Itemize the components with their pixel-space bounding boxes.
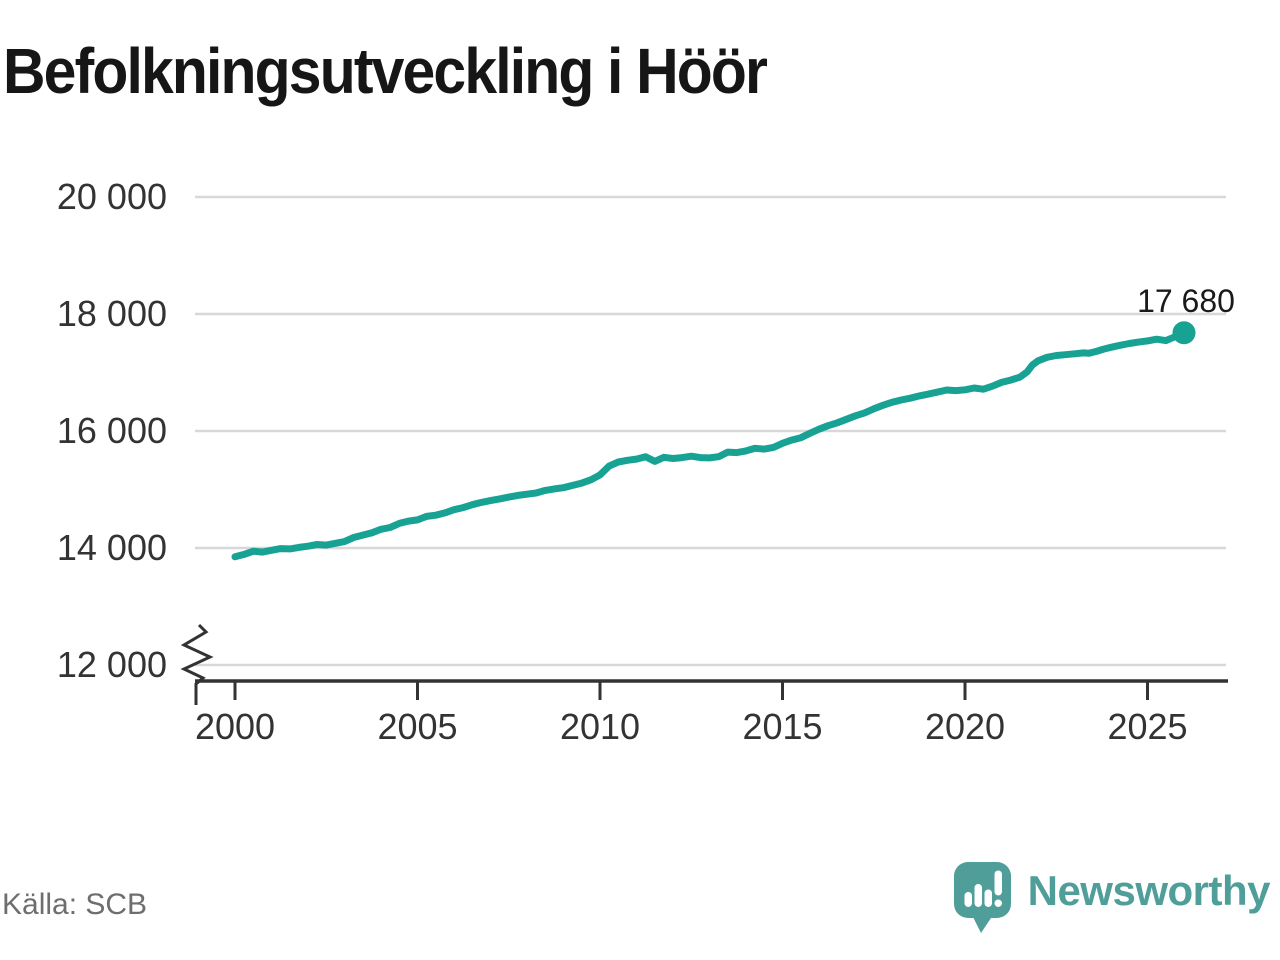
x-axis-tick-label: 2025: [1107, 706, 1187, 747]
x-axis-tick-label: 2000: [195, 706, 275, 747]
series-end-dot: [1172, 321, 1196, 345]
x-axis-tick-label: 2005: [377, 706, 457, 747]
end-value-label: 17 680: [1137, 283, 1235, 319]
y-axis-tick-label: 16 000: [57, 410, 167, 451]
y-axis-tick-label: 20 000: [57, 176, 167, 217]
y-axis-tick-label: 14 000: [57, 527, 167, 568]
x-axis-tick-label: 2020: [925, 706, 1005, 747]
newsworthy-logo-icon: [953, 862, 1011, 933]
y-axis-tick-label: 12 000: [57, 644, 167, 685]
brand-lockup: Newsworthy: [953, 862, 1271, 934]
brand-name: Newsworthy: [1027, 867, 1271, 914]
x-axis-tick-label: 2010: [560, 706, 640, 747]
population-series-line: [231, 329, 1188, 561]
axis-break-icon: [180, 623, 214, 705]
y-axis-tick-label: 18 000: [57, 293, 167, 334]
source-label: Källa: SCB: [2, 888, 148, 921]
x-axis-tick-label: 2015: [742, 706, 822, 747]
page-title: Befolkningsutveckling i Höör: [3, 35, 768, 107]
